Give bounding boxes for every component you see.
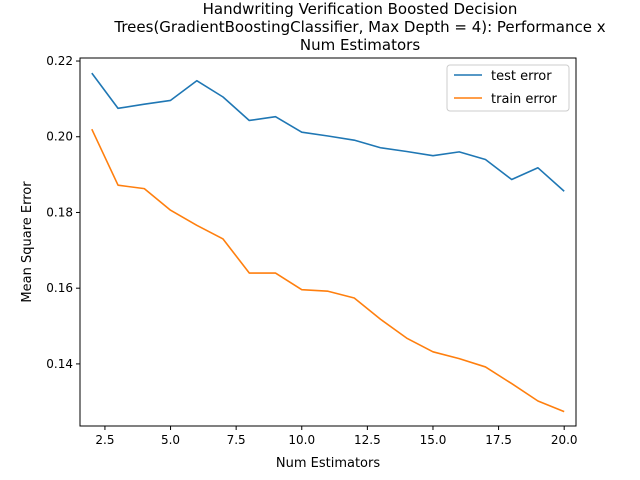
- y-tick-label: 0.22: [46, 54, 73, 68]
- y-axis-label: Mean Square Error: [20, 181, 35, 303]
- chart-title-line-2: Trees(GradientBoostingClassifier, Max De…: [113, 18, 605, 36]
- legend-label-train-error: train error: [491, 92, 558, 107]
- y-tick-label: 0.18: [46, 205, 73, 219]
- x-tick-label: 12.5: [354, 433, 381, 447]
- plot-frame: [79, 57, 577, 427]
- chart-title-line-3: Num Estimators: [300, 36, 420, 54]
- x-tick-label: 10.0: [288, 433, 315, 447]
- legend-label-test-error: test error: [491, 69, 552, 84]
- series-line-test-error: [91, 72, 565, 192]
- x-axis-ticks: 2.5 5.0 7.5 10.0 12.5 15.0 17.5 20.0: [95, 426, 578, 447]
- chart-title-line-1: Handwriting Verification Boosted Decisio…: [203, 0, 518, 18]
- y-tick-label: 0.14: [46, 357, 73, 371]
- x-tick-label: 20.0: [551, 433, 578, 447]
- x-tick-label: 7.5: [227, 433, 246, 447]
- legend: test error train error: [446, 64, 570, 112]
- legend-frame: [446, 64, 570, 112]
- y-tick-label: 0.16: [46, 281, 73, 295]
- x-tick-label: 5.0: [161, 433, 180, 447]
- y-tick-label: 0.20: [46, 130, 73, 144]
- plot-lines: [91, 72, 565, 413]
- y-axis-ticks: 0.14 0.16 0.18 0.20 0.22: [46, 54, 80, 371]
- x-axis-label: Num Estimators: [276, 456, 380, 471]
- x-tick-label: 15.0: [420, 433, 447, 447]
- x-tick-label: 2.5: [95, 433, 114, 447]
- x-tick-label: 17.5: [485, 433, 512, 447]
- series-line-train-error: [91, 128, 565, 413]
